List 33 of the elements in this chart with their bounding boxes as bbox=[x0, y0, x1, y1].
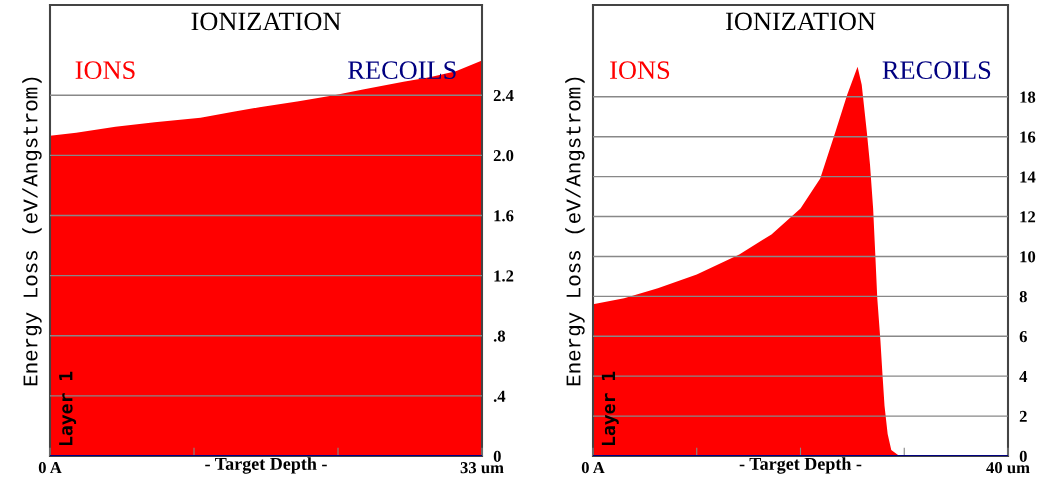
x-tick-label: 0 A bbox=[38, 462, 62, 474]
y-tick-label: 16 bbox=[1020, 131, 1036, 143]
x-axis-title: - Target Depth - bbox=[739, 457, 862, 474]
y-tick-label: .8 bbox=[493, 330, 506, 342]
text: RECOILS bbox=[348, 61, 456, 80]
y-tick-label: 2.4 bbox=[493, 89, 514, 102]
y-tick-label: 14 bbox=[1020, 171, 1036, 183]
x-tick-label: 40 um bbox=[986, 462, 1030, 474]
x-tick-label: 33 um bbox=[460, 462, 504, 474]
y-tick-label: 0 bbox=[493, 450, 501, 462]
y-tick-label: 2 bbox=[1019, 410, 1027, 422]
y-tick-label: 8 bbox=[1019, 291, 1027, 303]
series-label: IONS bbox=[75, 61, 135, 80]
y-tick-label: 4 bbox=[1019, 370, 1028, 382]
annotation: Layer 1 bbox=[59, 371, 77, 445]
y-axis-title: Energy Loss (eV/Angstrom) bbox=[22, 77, 42, 386]
y-tick-label: 1.2 bbox=[494, 270, 514, 282]
text: IONS bbox=[610, 61, 670, 80]
y-tick-label: 2.0 bbox=[493, 150, 514, 162]
y-tick-label: 12 bbox=[1020, 211, 1036, 223]
x-tick-label: 0 A bbox=[581, 462, 605, 474]
annotation: Layer 1 bbox=[601, 371, 619, 445]
chart-title: IONIZATION bbox=[191, 12, 341, 31]
y-tick-label: .4 bbox=[493, 390, 506, 402]
y-tick-label: 0 bbox=[1019, 450, 1027, 462]
y-axis-title: Energy Loss (eV/Angstrom) bbox=[565, 77, 585, 386]
y-tick-label: 1.6 bbox=[494, 210, 514, 222]
x-axis-title: - Target Depth - bbox=[205, 457, 327, 474]
y-tick-label: 6 bbox=[1019, 331, 1027, 343]
y-tick-label: 10 bbox=[1020, 251, 1036, 263]
chart-title: IONIZATION bbox=[725, 12, 876, 31]
y-tick-label: 18 bbox=[1020, 91, 1036, 103]
text: RECOILS bbox=[882, 61, 991, 80]
